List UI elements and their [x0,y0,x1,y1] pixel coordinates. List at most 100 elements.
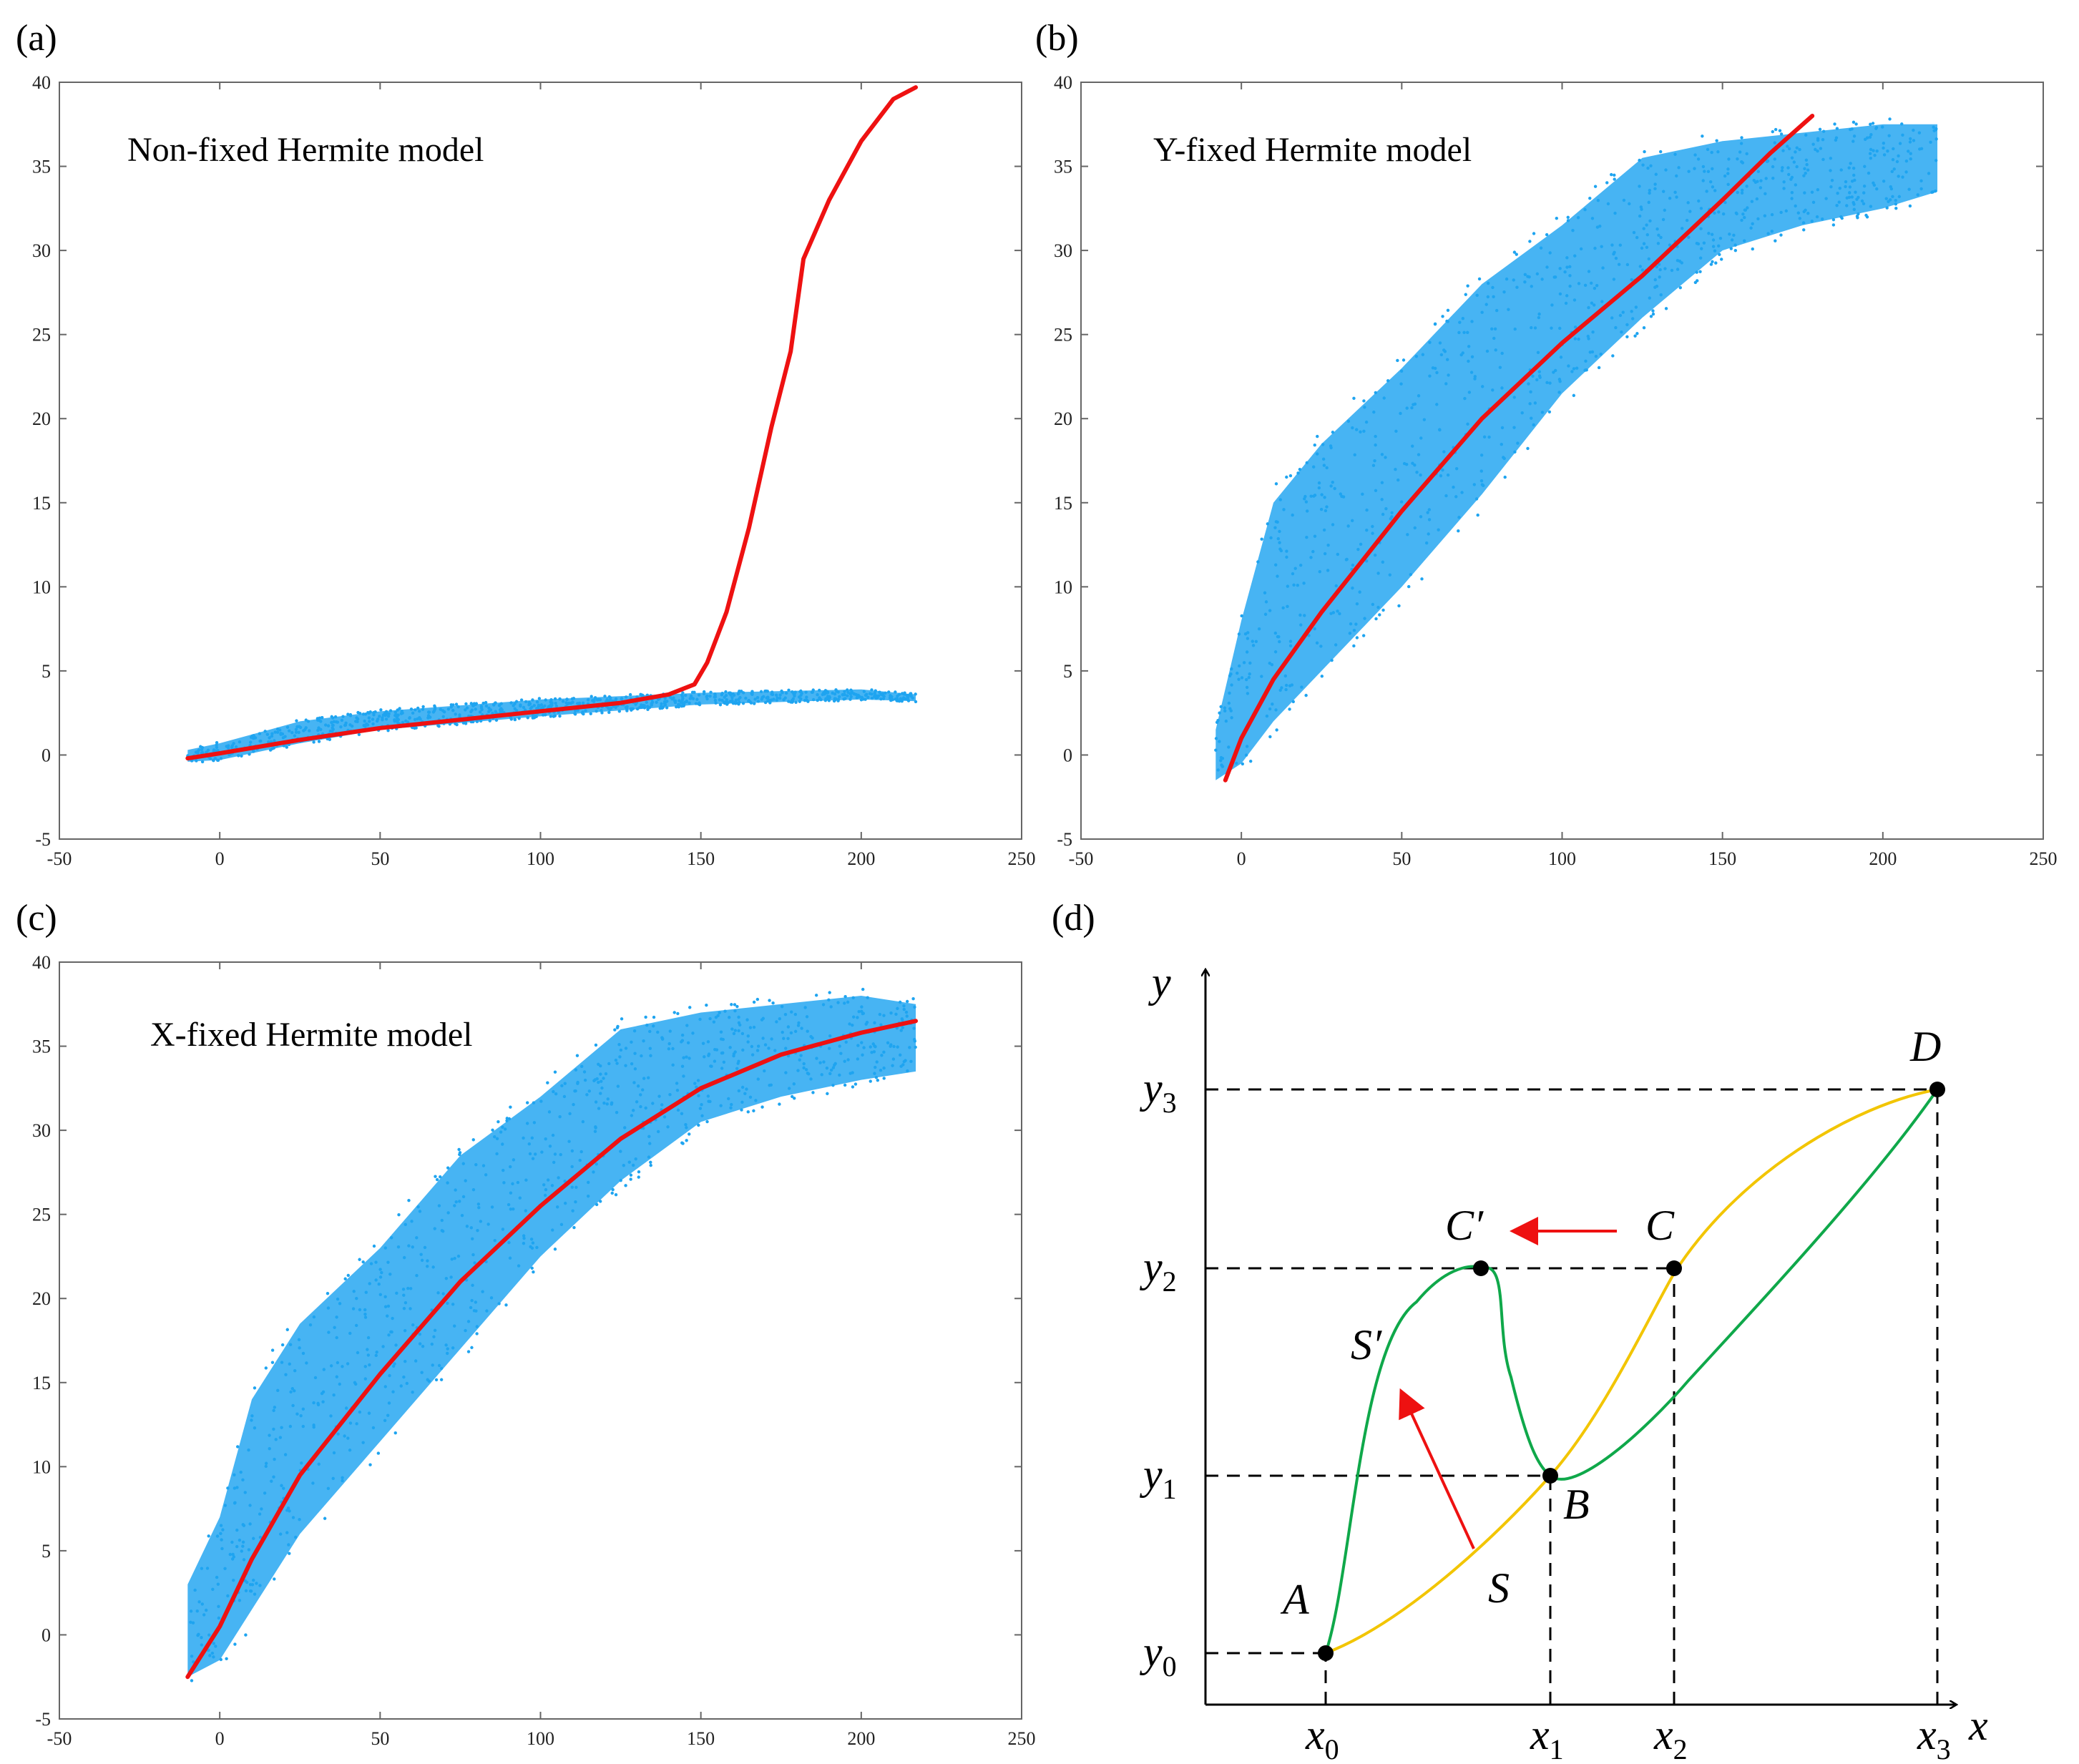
scatter-point [522,1136,525,1140]
scatter-point [740,1100,744,1104]
scatter-point [1321,457,1326,461]
scatter-point [238,1599,242,1602]
scatter-point [1658,268,1662,272]
scatter-point [1270,663,1274,667]
scatter-point [848,697,852,701]
scatter-point [507,1240,511,1245]
scatter-point [887,690,891,694]
scatter-point [866,996,869,999]
scatter-point [341,1365,344,1368]
scatter-point [614,1192,618,1197]
y-tick-label: 5 [1063,661,1072,682]
scatter-point [331,730,334,733]
scatter-point [829,1005,833,1009]
scatter-point [749,701,753,705]
scatter-point [433,1227,436,1230]
scatter-point [252,734,256,738]
scatter-point [291,1516,295,1519]
scatter-point [640,693,644,697]
scatter-point [1839,168,1843,172]
scatter-point [358,712,362,715]
scatter-point [1583,207,1587,212]
scatter-point [1274,563,1278,567]
scatter-point [645,705,650,708]
scatter-point [233,1501,237,1504]
scatter-point [248,1522,252,1526]
scatter-point [502,1181,506,1185]
scatter-point [329,1364,333,1368]
scatter-point [207,1633,211,1637]
scatter-point [264,1366,268,1370]
scatter-point [737,1089,741,1093]
scatter-point [750,690,754,693]
scatter-point [280,1361,284,1364]
scatter-point [1779,210,1783,215]
scatter-point [1851,139,1855,143]
scatter-point [1587,270,1591,273]
scatter-point [1359,542,1363,547]
scatter-point [1265,714,1269,718]
scatter-point [1733,248,1738,253]
scatter-point [806,1029,809,1033]
scatter-point [1359,430,1362,434]
scatter-point [719,1104,723,1107]
scatter-point [879,697,883,701]
scatter-point [888,696,892,700]
scatter-point [475,720,479,723]
scatter-point [897,700,901,703]
scatter-point [1755,197,1759,201]
scatter-point [574,1068,578,1072]
scatter-point [738,695,742,700]
scatter-point [329,1414,333,1418]
y-tick-label: 40 [32,952,51,973]
x-tick-label: 200 [847,848,875,869]
scatter-point [206,748,210,753]
scatter-point [368,1282,371,1285]
scatter-point [1538,376,1542,379]
scatter-point [1745,152,1748,156]
scatter-point [671,1047,675,1051]
scatter-point [1324,509,1328,513]
scatter-point [380,1270,383,1275]
scatter-point [1702,241,1706,245]
scatter-point [1313,534,1317,538]
scatter-point [543,704,547,707]
scatter-point [333,715,338,719]
scatter-point [1908,204,1912,208]
scatter-point [811,1036,814,1040]
scatter-point [810,690,814,695]
scatter-point [1680,261,1683,265]
scatter-point [1727,157,1731,161]
scatter-point [753,702,756,705]
scatter-point [505,1119,509,1122]
scatter-point [1520,411,1524,415]
scatter-point [197,1600,201,1604]
scatter-point [1340,494,1344,499]
scatter-point [1268,735,1272,739]
scatter-point [423,1245,427,1250]
scatter-point [1638,158,1641,162]
scatter-point [1348,632,1352,635]
scatter-point [735,701,738,705]
scatter-point [375,1351,378,1354]
scatter-point [1484,303,1488,306]
scatter-point [902,1007,906,1011]
scatter-point [1278,640,1281,644]
scatter-point [652,1015,656,1019]
scatter-point [484,704,489,708]
scatter-point [213,757,217,760]
scatter-point [787,1087,791,1090]
scatter-point [624,1184,627,1187]
scatter-point [1610,172,1613,177]
scatter-point [331,723,335,727]
scatter-point [220,1538,223,1542]
scatter-point [437,1363,441,1368]
scatter-point [874,689,877,692]
scatter-point [1595,225,1600,229]
scatter-point [348,1421,353,1425]
scatter-point [1390,511,1394,515]
scatter-point [441,1292,445,1295]
scatter-point [189,1609,193,1613]
scatter-point [905,999,909,1004]
